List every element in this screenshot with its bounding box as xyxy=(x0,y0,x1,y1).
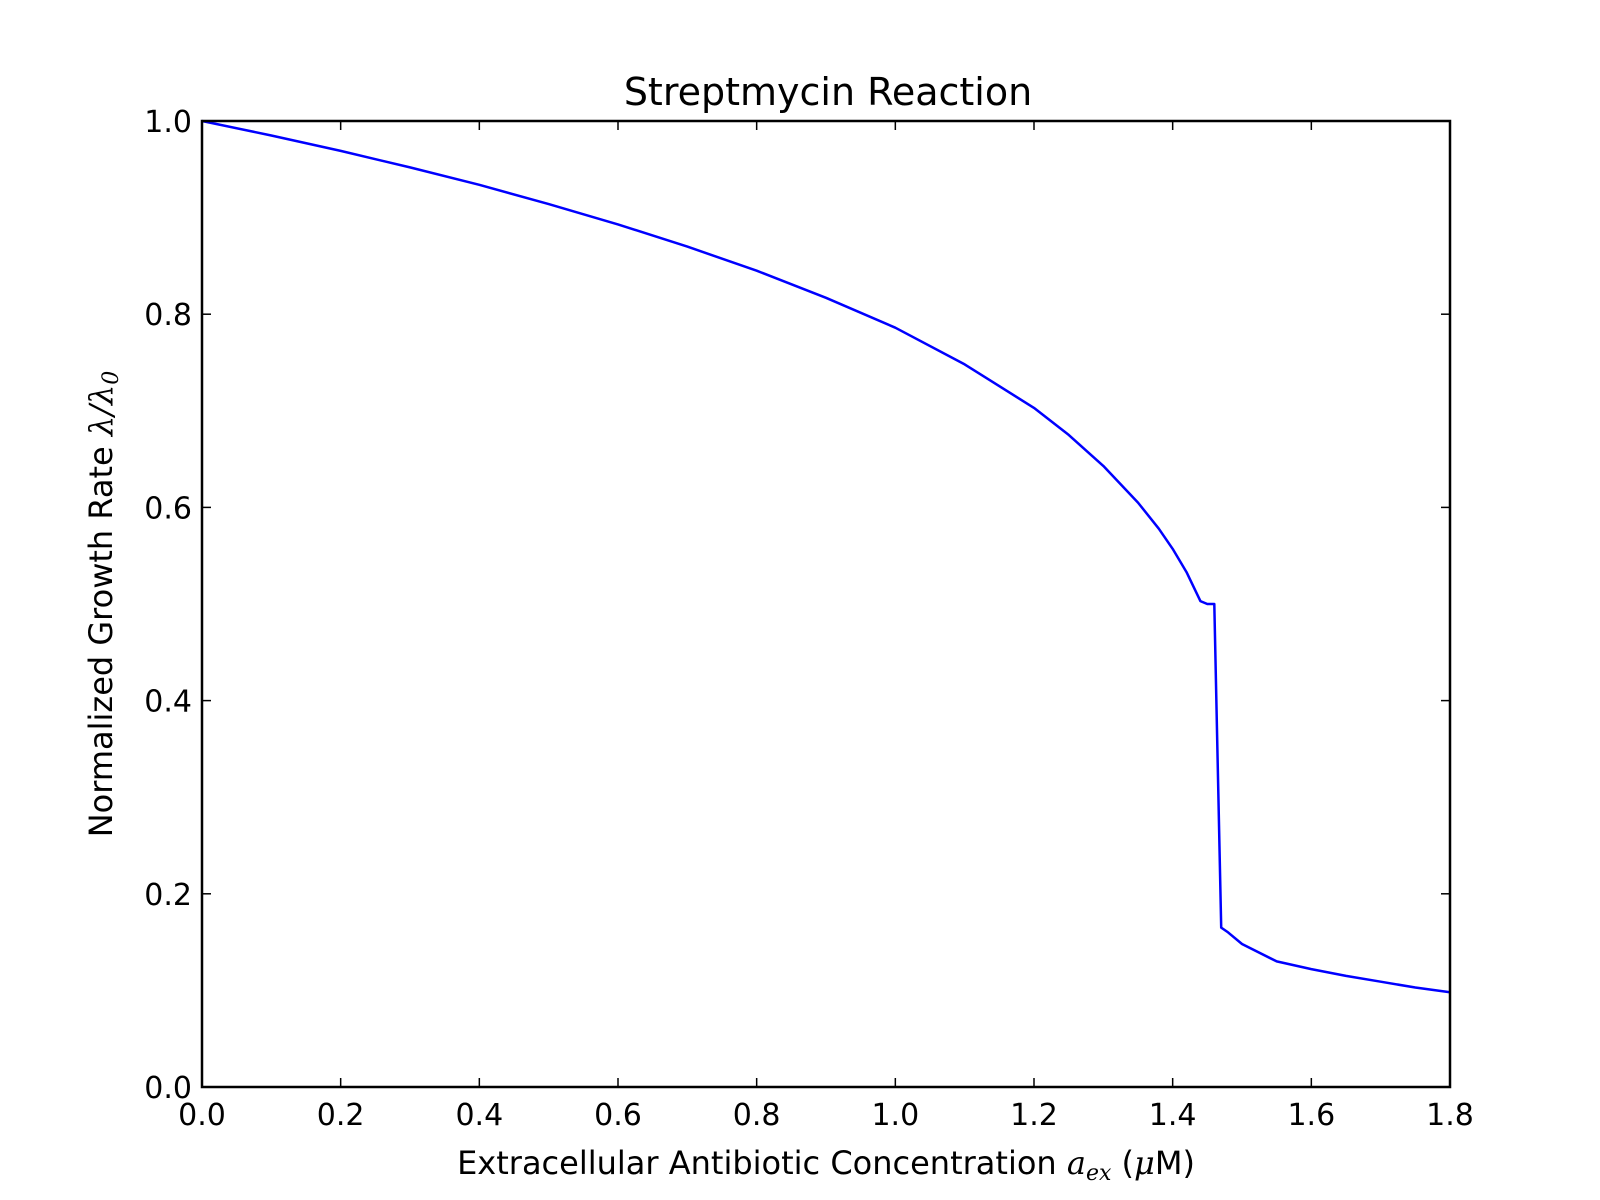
y-tick-label: 1.0 xyxy=(144,105,192,140)
x-axis-label-unit-symbol: μ xyxy=(1134,1144,1155,1182)
x-tick-label: 0.8 xyxy=(733,1098,781,1133)
x-tick-label: 0.4 xyxy=(455,1098,503,1133)
x-tick-label: 1.0 xyxy=(871,1098,919,1133)
x-tick-label: 0.0 xyxy=(178,1098,226,1133)
x-tick-label: 1.4 xyxy=(1149,1098,1197,1133)
y-tick-label: 0.2 xyxy=(144,878,192,913)
x-axis-label-unit-rest: M) xyxy=(1155,1144,1195,1182)
y-tick-label: 0.4 xyxy=(144,685,192,720)
y-tick-label: 0.0 xyxy=(144,1071,192,1106)
x-tick-label: 1.8 xyxy=(1426,1098,1474,1133)
x-tick-labels: 0.0 0.2 0.4 0.6 0.8 1.0 1.2 1.4 1.6 1.8 xyxy=(178,1098,1474,1133)
y-axis-label-subscript: 0 xyxy=(99,371,124,385)
x-tick-label: 0.6 xyxy=(594,1098,642,1133)
series-line xyxy=(201,119,1451,994)
plot-frame xyxy=(200,119,1452,1089)
x-axis-label-symbol: a xyxy=(1067,1144,1086,1182)
x-tick-label: 1.2 xyxy=(1010,1098,1058,1133)
x-tick-label: 1.6 xyxy=(1287,1098,1335,1133)
x-axis-label: Extracellular Antibiotic Concentration a… xyxy=(457,1144,1195,1186)
x-axis-label-unit-open: ( xyxy=(1111,1144,1134,1182)
x-axis-label-prefix: Extracellular Antibiotic Concentration xyxy=(457,1144,1067,1182)
y-tick-labels: 0.0 0.2 0.4 0.6 0.8 1.0 xyxy=(144,105,192,1106)
y-tick-label: 0.8 xyxy=(144,298,192,333)
y-axis-label: Normalized Growth Rate λ/λ0 xyxy=(82,371,124,838)
plot-area xyxy=(201,119,1451,994)
y-axis-label-prefix: Normalized Growth Rate xyxy=(82,436,120,837)
chart-title: Streptmycin Reaction xyxy=(624,70,1032,114)
x-axis-label-subscript: ex xyxy=(1086,1161,1112,1186)
x-tick-label: 0.2 xyxy=(317,1098,365,1133)
y-axis-label-symbol: λ/λ xyxy=(82,385,120,438)
y-tick-label: 0.6 xyxy=(144,491,192,526)
